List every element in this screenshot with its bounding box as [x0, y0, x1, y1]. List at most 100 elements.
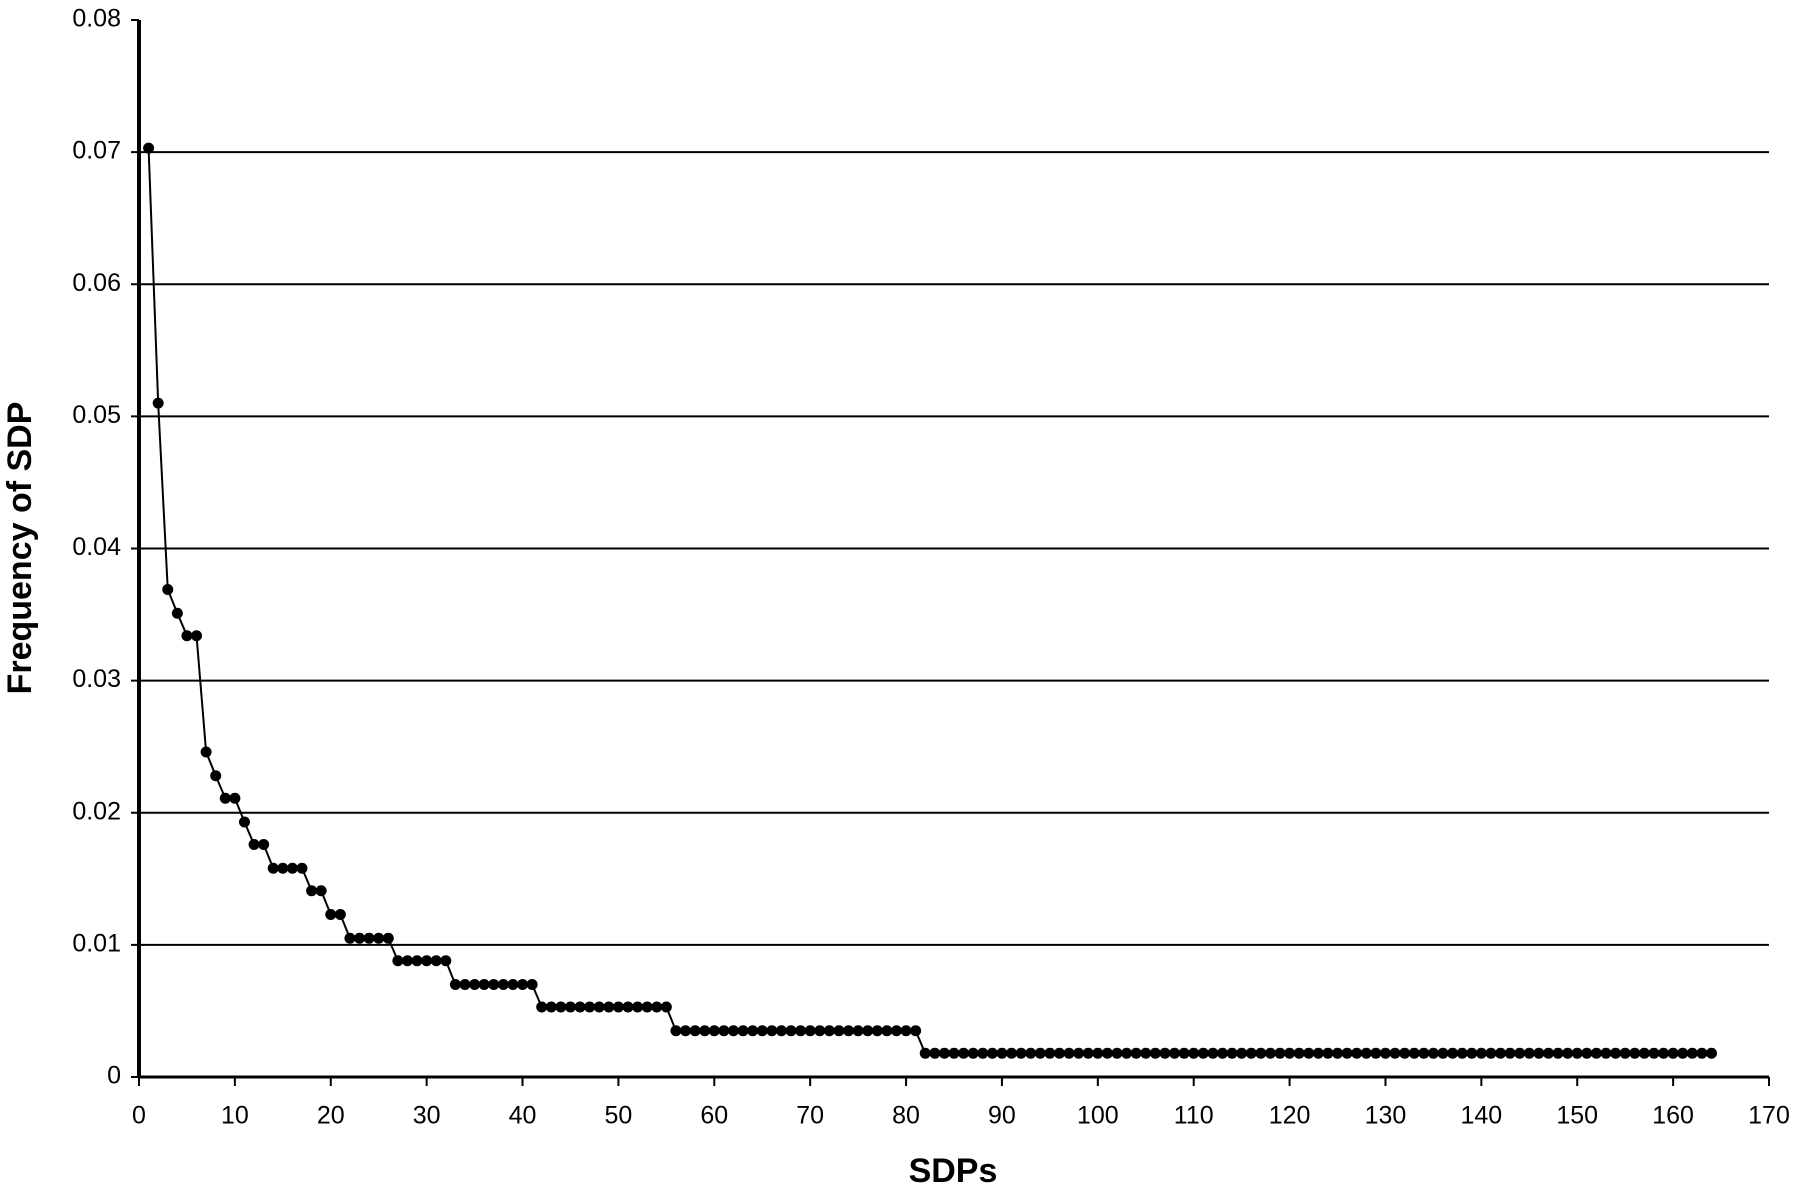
data-point — [833, 1025, 845, 1037]
data-point — [334, 908, 346, 920]
data-point — [727, 1025, 739, 1037]
data-point — [938, 1047, 950, 1059]
data-point — [747, 1025, 759, 1037]
data-point — [1006, 1047, 1018, 1059]
data-point — [1351, 1047, 1363, 1059]
data-point — [258, 838, 270, 850]
data-point — [929, 1047, 941, 1059]
data-point — [421, 955, 433, 967]
data-point — [1399, 1047, 1411, 1059]
data-point — [1312, 1047, 1324, 1059]
data-point — [296, 862, 308, 874]
data-point — [823, 1025, 835, 1037]
data-point — [526, 979, 538, 991]
data-point — [306, 885, 318, 897]
data-point — [373, 932, 385, 944]
data-point — [382, 932, 394, 944]
data-point — [171, 607, 183, 619]
data-point — [1504, 1047, 1516, 1059]
data-point — [1705, 1047, 1717, 1059]
data-point — [1130, 1047, 1142, 1059]
data-point — [1686, 1047, 1698, 1059]
data-point — [1169, 1047, 1181, 1059]
y-axis-title: Frequency of SDP — [1, 402, 39, 695]
data-point — [584, 1001, 596, 1013]
data-point — [1523, 1047, 1535, 1059]
data-point — [152, 397, 164, 409]
data-point — [967, 1047, 979, 1059]
x-tick-label: 140 — [1460, 1102, 1502, 1130]
data-point — [325, 908, 337, 920]
data-point — [191, 630, 203, 642]
data-point — [1619, 1047, 1631, 1059]
data-point — [1063, 1047, 1075, 1059]
data-point — [1514, 1047, 1526, 1059]
data-point — [1495, 1047, 1507, 1059]
data-point — [545, 1001, 557, 1013]
data-point — [1341, 1047, 1353, 1059]
data-point — [699, 1025, 711, 1037]
data-point — [1370, 1047, 1382, 1059]
data-point — [1562, 1047, 1574, 1059]
y-tick-label: 0.05 — [72, 401, 121, 429]
data-point — [363, 932, 375, 944]
data-point — [1034, 1047, 1046, 1059]
data-point — [411, 955, 423, 967]
x-tick-label: 70 — [796, 1102, 824, 1130]
x-tick-label: 0 — [132, 1102, 146, 1130]
y-tick-label: 0.04 — [72, 533, 121, 561]
data-point — [1437, 1047, 1449, 1059]
y-tick-label: 0.08 — [72, 5, 121, 33]
data-point — [1245, 1047, 1257, 1059]
data-point — [986, 1047, 998, 1059]
data-point — [756, 1025, 768, 1037]
data-point — [459, 979, 471, 991]
data-point — [680, 1025, 692, 1037]
data-point — [277, 862, 289, 874]
data-point — [344, 932, 356, 944]
data-point — [478, 979, 490, 991]
data-point — [1427, 1047, 1439, 1059]
data-point — [814, 1025, 826, 1037]
data-point — [430, 955, 442, 967]
data-point — [162, 583, 174, 595]
data-point — [1485, 1047, 1497, 1059]
data-point — [775, 1025, 787, 1037]
data-point — [1658, 1047, 1670, 1059]
data-point — [564, 1001, 576, 1013]
data-point — [517, 979, 529, 991]
data-point — [632, 1001, 644, 1013]
y-tick-label: 0.01 — [72, 929, 121, 957]
data-point — [737, 1025, 749, 1037]
data-point — [890, 1025, 902, 1037]
data-point — [1293, 1047, 1305, 1059]
data-point — [881, 1025, 893, 1037]
data-point — [1677, 1047, 1689, 1059]
data-point — [603, 1001, 615, 1013]
data-point — [574, 1001, 586, 1013]
data-point — [1581, 1047, 1593, 1059]
data-point — [497, 979, 509, 991]
x-tick-label: 60 — [700, 1102, 728, 1130]
data-point — [248, 838, 260, 850]
data-point — [181, 630, 193, 642]
data-point — [469, 979, 481, 991]
data-point — [862, 1025, 874, 1037]
data-point — [1360, 1047, 1372, 1059]
data-point — [1571, 1047, 1583, 1059]
data-point — [315, 885, 327, 897]
data-point — [354, 932, 366, 944]
data-point — [1044, 1047, 1056, 1059]
data-point — [689, 1025, 701, 1037]
data-point — [1638, 1047, 1650, 1059]
data-point — [1322, 1047, 1334, 1059]
data-point — [1418, 1047, 1430, 1059]
data-point — [143, 142, 155, 154]
data-point — [401, 955, 413, 967]
y-tick-label: 0.03 — [72, 665, 121, 693]
data-point — [1025, 1047, 1037, 1059]
x-tick-label: 20 — [317, 1102, 345, 1130]
data-point — [555, 1001, 567, 1013]
